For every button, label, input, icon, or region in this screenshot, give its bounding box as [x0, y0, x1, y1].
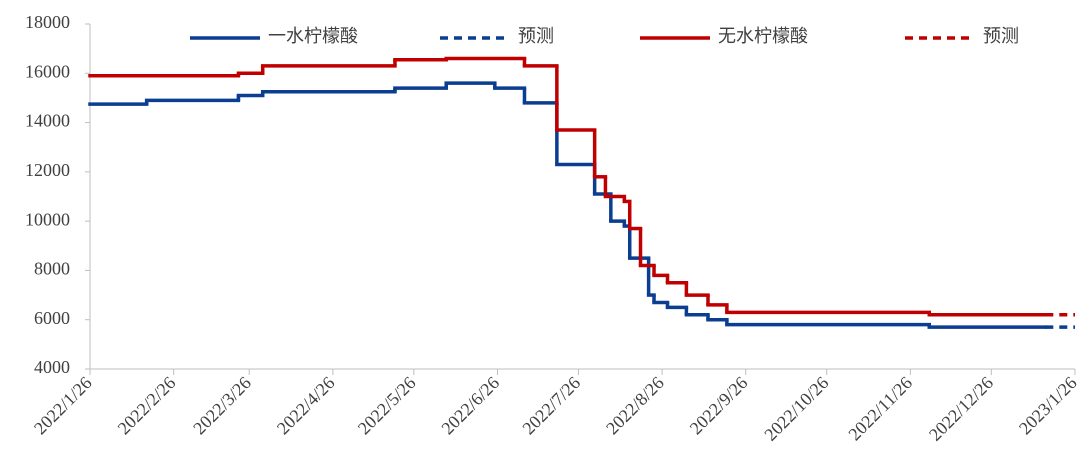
y-tick-label: 8000 — [34, 259, 70, 279]
y-tick-label: 12000 — [25, 160, 70, 180]
x-tick-label: 2022/11/26 — [844, 373, 916, 445]
x-tick-label: 2022/6/26 — [437, 373, 503, 439]
x-tick-label: 2022/9/26 — [686, 373, 752, 439]
legend-label: 预测 — [518, 26, 554, 46]
legend-label: 一水柠檬酸 — [268, 26, 358, 46]
x-tick-label: 2022/7/26 — [518, 373, 584, 439]
x-tick-label: 2022/4/26 — [273, 373, 339, 439]
y-tick-label: 14000 — [25, 111, 70, 131]
x-tick-label: 2022/5/26 — [354, 373, 420, 439]
x-tick-label: 2022/12/26 — [925, 373, 997, 445]
x-tick-label: 2022/10/26 — [760, 373, 832, 445]
y-tick-label: 10000 — [25, 209, 70, 229]
x-tick-label: 2022/1/26 — [30, 373, 96, 439]
y-tick-label: 16000 — [25, 61, 70, 81]
y-tick-label: 6000 — [34, 308, 70, 328]
legend-label: 无水柠檬酸 — [718, 26, 808, 46]
x-tick-label: 2022/3/26 — [189, 373, 255, 439]
y-tick-label: 4000 — [34, 357, 70, 377]
legend-label: 预测 — [983, 26, 1019, 46]
x-tick-label: 2022/2/26 — [114, 373, 180, 439]
x-tick-label: 2022/8/26 — [602, 373, 668, 439]
y-tick-label: 18000 — [25, 12, 70, 32]
x-tick-label: 2023/1/26 — [1015, 373, 1081, 439]
